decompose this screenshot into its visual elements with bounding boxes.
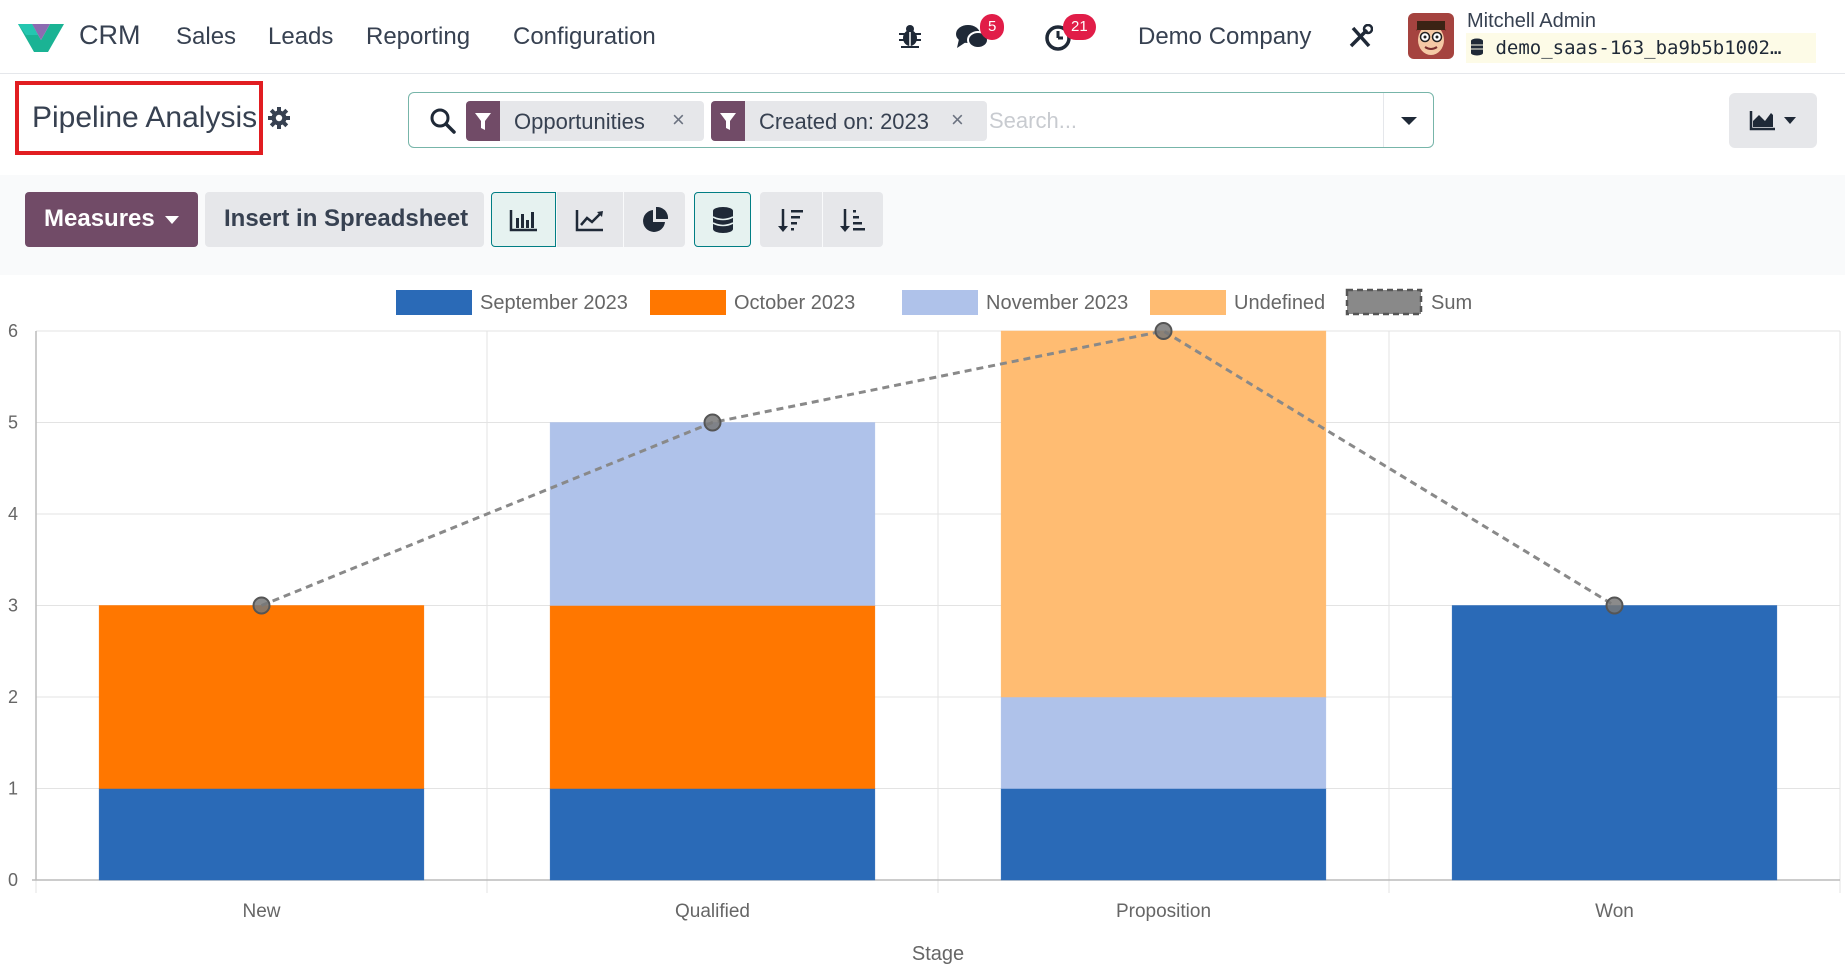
y-tick-label: 3 (8, 596, 18, 616)
bar-segment[interactable] (98, 605, 425, 789)
x-tick-label: New (242, 901, 280, 922)
top-navbar: CRM Sales Leads Reporting Configuration … (0, 0, 1845, 74)
facet-label: Opportunities (514, 109, 645, 134)
legend-label[interactable]: November 2023 (986, 292, 1128, 314)
line-chart-icon (575, 209, 603, 231)
insert-label: Insert in Spreadsheet (224, 205, 469, 232)
x-tick-label: Proposition (1116, 901, 1211, 922)
y-tick-label: 5 (8, 413, 18, 433)
database-name-text: demo_saas-163_ba9b5b1002… (1495, 37, 1782, 59)
line-chart-button[interactable] (557, 192, 623, 247)
search-icon[interactable] (429, 107, 457, 135)
measures-button[interactable]: Measures (25, 192, 198, 247)
remove-facet-icon[interactable]: × (672, 107, 685, 132)
sum-point[interactable] (703, 413, 722, 432)
legend-label[interactable]: October 2023 (734, 292, 855, 314)
sort-ascending-icon (840, 208, 865, 232)
user-avatar[interactable] (1408, 13, 1454, 59)
tools-icon[interactable] (1347, 24, 1373, 50)
facet-opportunities: Opportunities × (466, 101, 704, 141)
menu-configuration[interactable]: Configuration (513, 23, 656, 50)
x-tick-label: Qualified (675, 901, 750, 922)
app-name[interactable]: CRM (79, 20, 141, 50)
search-bar: Opportunities × Created on: 2023 × (408, 92, 1434, 148)
bar-segment[interactable] (98, 788, 425, 881)
database-stack-icon (712, 206, 733, 233)
y-tick-label: 6 (8, 321, 18, 341)
caret-down-icon (165, 216, 179, 224)
menu-reporting[interactable]: Reporting (366, 23, 471, 50)
legend-label[interactable]: September 2023 (480, 292, 628, 314)
filter-icon (711, 101, 745, 141)
crm-logo-icon[interactable] (18, 20, 64, 54)
bug-icon[interactable] (897, 23, 923, 49)
messages-badge: 5 (980, 14, 1005, 40)
company-switcher[interactable]: Demo Company (1138, 23, 1312, 50)
facet-created-on: Created on: 2023 × (711, 101, 987, 141)
bar-segment[interactable] (1451, 605, 1778, 881)
sum-point[interactable] (1154, 322, 1173, 340)
x-tick-label: Won (1595, 901, 1634, 922)
x-axis-label: Stage (912, 943, 964, 965)
y-tick-label: 4 (8, 504, 18, 524)
insert-spreadsheet-button[interactable]: Insert in Spreadsheet (205, 192, 484, 247)
caret-down-icon (1401, 117, 1417, 125)
search-input[interactable] (989, 101, 1369, 141)
menu-leads[interactable]: Leads (268, 23, 334, 50)
pie-chart-button[interactable] (624, 192, 685, 247)
bar-chart-icon (509, 209, 537, 231)
y-tick-label: 1 (8, 779, 18, 799)
pie-chart-icon (642, 206, 668, 232)
page-title: Pipeline Analysis (32, 101, 258, 134)
activities-badge: 21 (1063, 14, 1096, 40)
search-options-toggle[interactable] (1384, 93, 1434, 147)
gear-icon[interactable] (267, 106, 291, 130)
measures-label: Measures (44, 205, 155, 232)
bar-segment[interactable] (1000, 788, 1327, 881)
bar-segment[interactable] (549, 422, 876, 606)
sort-ascending-button[interactable] (823, 192, 883, 247)
pipeline-chart: 0 1 2 3 4 5 6 New Qualified Proposition Won Stage Se… (8, 288, 1841, 965)
search-divider (1383, 93, 1384, 147)
legend-label[interactable]: Sum (1431, 292, 1472, 314)
stacked-toggle-button[interactable] (694, 192, 751, 247)
legend-label[interactable]: Undefined (1234, 292, 1325, 314)
sort-descending-button[interactable] (760, 192, 822, 247)
sum-line (260, 329, 1616, 607)
user-name[interactable]: Mitchell Admin (1467, 10, 1596, 32)
database-icon (1471, 38, 1483, 56)
legend-swatch[interactable] (902, 290, 978, 315)
bar-segment[interactable] (1000, 696, 1327, 789)
bar-chart-button[interactable] (491, 192, 556, 247)
sort-descending-icon (778, 208, 803, 232)
legend-swatch[interactable] (650, 290, 726, 315)
graph-view: 0 1 2 3 4 5 6 New Qualified Proposition Won Stage Se… (0, 275, 1845, 973)
sum-point[interactable] (252, 596, 271, 615)
legend-swatch[interactable] (396, 290, 472, 315)
y-tick-label: 0 (8, 870, 18, 890)
legend-swatch[interactable] (1345, 288, 1423, 316)
menu-sales[interactable]: Sales (176, 23, 237, 50)
bar-segment[interactable] (1000, 330, 1327, 698)
graph-toolbar: Measures Insert in Spreadsheet (0, 175, 1845, 275)
database-name: demo_saas-163_ba9b5b1002… (1466, 33, 1816, 63)
bar-segment[interactable] (549, 605, 876, 789)
bar-segment[interactable] (549, 788, 876, 881)
filter-icon (466, 101, 500, 141)
facet-label: Created on: 2023 (759, 109, 930, 134)
title-highlight-box (15, 81, 263, 155)
y-tick-label: 2 (8, 687, 18, 707)
view-switcher-button[interactable] (1729, 93, 1817, 148)
sum-point[interactable] (1605, 596, 1624, 615)
legend-swatch[interactable] (1150, 290, 1226, 315)
remove-facet-icon[interactable]: × (951, 107, 964, 132)
area-chart-icon (1749, 111, 1796, 131)
